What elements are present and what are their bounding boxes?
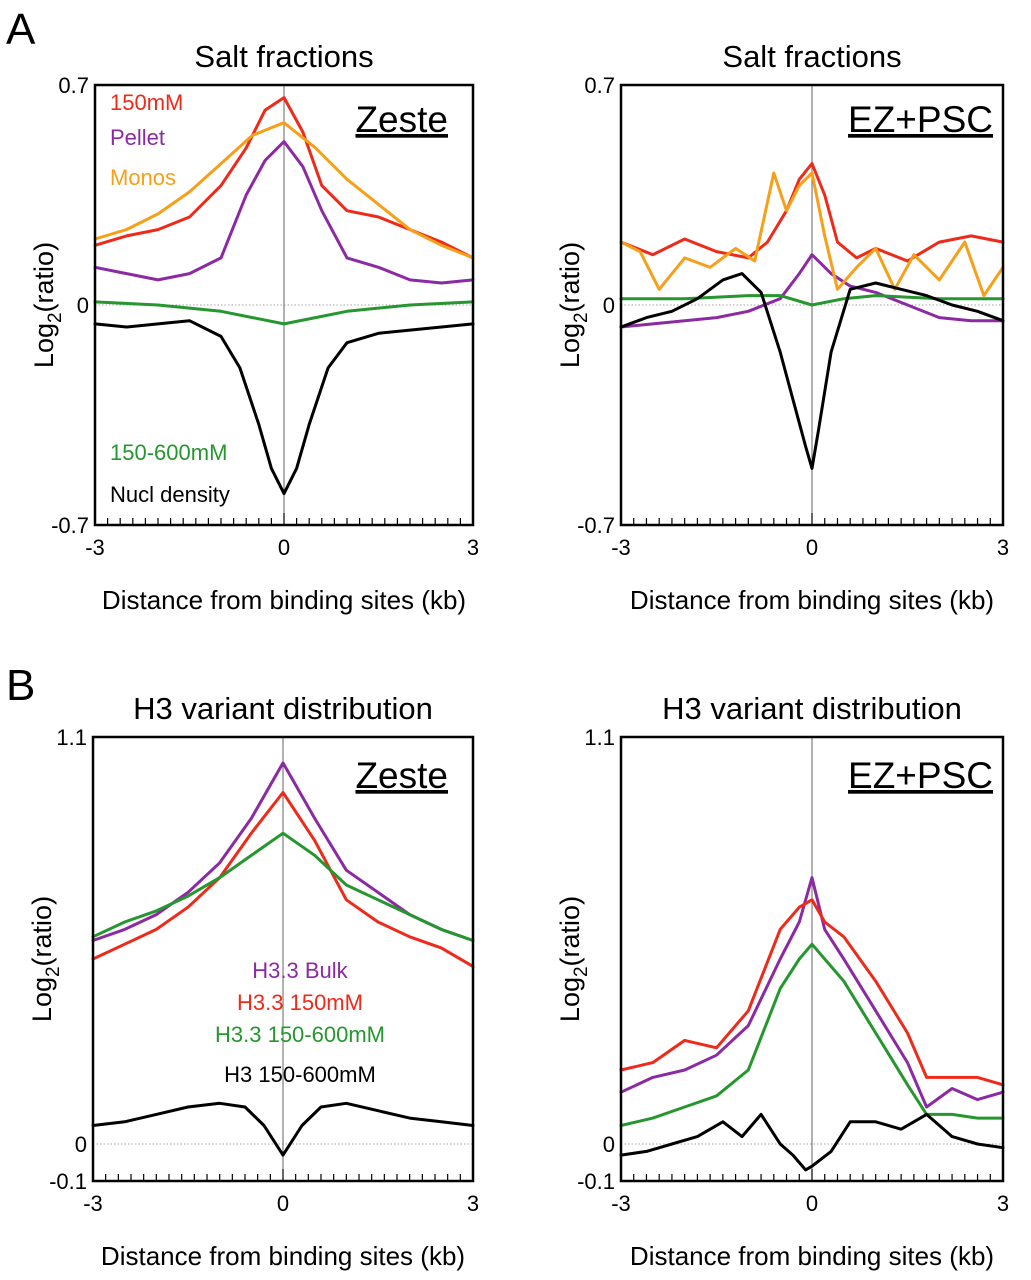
chart-title: H3 variant distribution <box>133 691 433 726</box>
legend-label: H3 150-600mM <box>224 1062 376 1087</box>
legend-label: 150mM <box>110 90 183 115</box>
x-tick-label: 0 <box>806 1191 818 1216</box>
y-tick-label: -0.7 <box>577 513 615 538</box>
protein-tag: Zeste <box>355 755 448 796</box>
protein-tag: Zeste <box>355 99 448 140</box>
x-tick-label: 3 <box>997 535 1009 560</box>
y-tick-label: -0.1 <box>49 1169 87 1194</box>
y-tick-label: 1.1 <box>56 725 87 750</box>
chart-4: H3 variant distribution -3 0 3 1.1 0 -0.1 Dista… <box>555 691 1009 1271</box>
y-axis-label: Log2(ratio) <box>29 242 66 368</box>
protein-tag: EZ+PSC <box>848 99 993 140</box>
x-tick-label: 0 <box>277 1191 289 1216</box>
protein-tag: EZ+PSC <box>848 755 993 796</box>
series-line-nucl-density <box>93 319 475 496</box>
x-tick-label: -3 <box>611 535 631 560</box>
chart-title: H3 variant distribution <box>662 691 962 726</box>
series-line-pellet <box>93 140 475 285</box>
series-line-h3-150-600mm <box>619 1112 1005 1172</box>
y-axis-label: Log2(ratio) <box>27 896 64 1022</box>
series-line-monos <box>619 171 1005 298</box>
panel-b-letter: B <box>6 661 35 710</box>
x-tick-label: 0 <box>806 535 818 560</box>
series-line-h3-3-150mm <box>619 898 1005 1087</box>
series-line-150-600mm <box>619 294 1005 307</box>
x-tick-label: 3 <box>467 535 479 560</box>
legend-label: Monos <box>110 165 176 190</box>
x-axis-label: Distance from binding sites (kb) <box>630 585 994 615</box>
y-axis-label: Log2(ratio) <box>555 242 592 368</box>
series-line-150mm <box>619 162 1005 263</box>
series-line-150mm <box>93 96 475 260</box>
x-tick-label: 0 <box>278 535 290 560</box>
x-tick-label: 3 <box>997 1191 1009 1216</box>
series-line-h3-3-150-600mm <box>91 831 475 942</box>
x-tick-label: -3 <box>611 1191 631 1216</box>
y-tick-label: 0.7 <box>58 73 89 98</box>
chart-3: H3 variant distribution -3 0 3 1.1 0 -0.1 Dista… <box>27 691 479 1271</box>
y-tick-label: 0.7 <box>584 73 615 98</box>
series-line-pellet <box>619 253 1005 329</box>
x-tick-label: -3 <box>83 1191 103 1216</box>
chart-title: Salt fractions <box>722 39 901 74</box>
series-line-monos <box>93 121 475 260</box>
series-line-h3-3-bulk <box>619 876 1005 1109</box>
y-tick-label: 0 <box>75 1132 87 1157</box>
series-line-nucl-density <box>619 272 1005 470</box>
chart-title: Salt fractions <box>194 39 373 74</box>
y-tick-label: 0 <box>603 293 615 318</box>
series-line-150-600mm <box>93 300 475 326</box>
y-tick-label: -0.7 <box>51 513 89 538</box>
x-axis-label: Distance from binding sites (kb) <box>630 1241 994 1271</box>
x-axis-label: Distance from binding sites (kb) <box>101 1241 465 1271</box>
x-tick-label: -3 <box>85 535 105 560</box>
legend-label: H3.3 Bulk <box>252 958 348 983</box>
legend-label: Nucl density <box>110 482 230 507</box>
legend-label: Pellet <box>110 125 165 150</box>
legend-label: H3.3 150-600mM <box>215 1022 385 1047</box>
series-line-h3-150-600mm <box>91 1101 475 1157</box>
x-tick-label: 3 <box>467 1191 479 1216</box>
chart-1: Salt fractions -3 0 3 0.7 0 -0.7 Distance from … <box>29 39 479 615</box>
y-tick-label: -0.1 <box>577 1169 615 1194</box>
x-axis-label: Distance from binding sites (kb) <box>102 585 466 615</box>
series-line-h3-3-150-600mm <box>619 942 1005 1127</box>
series-line-h3-3-150mm <box>91 791 475 968</box>
y-tick-label: 0 <box>77 293 89 318</box>
legend-label: 150-600mM <box>110 440 227 465</box>
chart-2: Salt fractions -3 0 3 0.7 0 -0.7 Distance from … <box>555 39 1009 615</box>
panel-a-letter: A <box>6 5 36 54</box>
y-axis-label: Log2(ratio) <box>555 896 592 1022</box>
legend-label: H3.3 150mM <box>237 990 363 1015</box>
y-tick-label: 1.1 <box>584 725 615 750</box>
y-tick-label: 0 <box>603 1132 615 1157</box>
